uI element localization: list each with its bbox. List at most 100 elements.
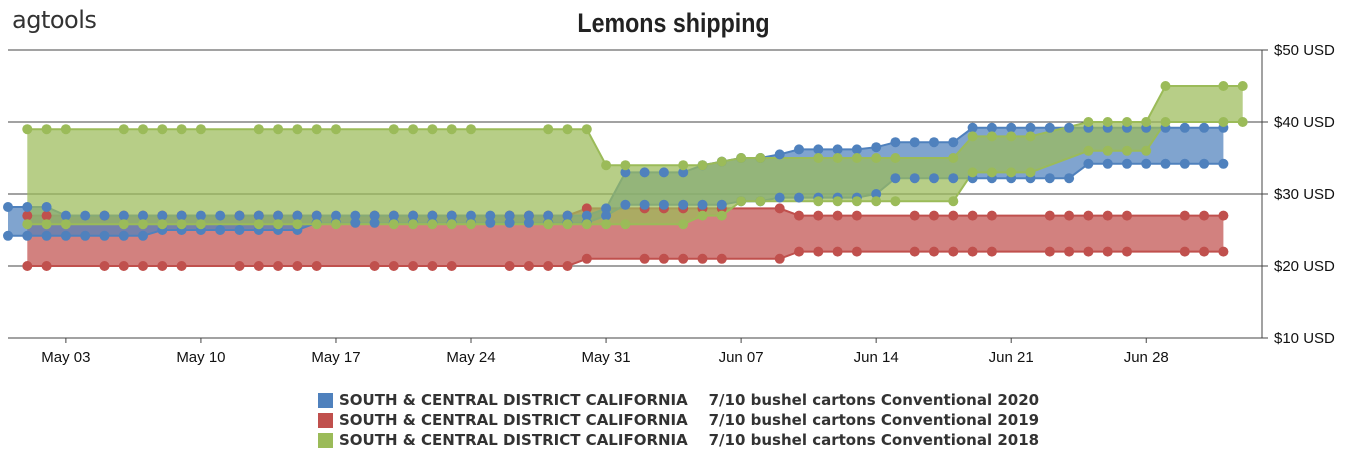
data-point: [813, 246, 824, 257]
data-point: [1102, 145, 1113, 156]
data-point: [832, 144, 843, 155]
x-tick-label: May 03: [41, 349, 90, 366]
data-point: [1218, 210, 1229, 221]
x-tick-label: May 31: [581, 349, 630, 366]
data-point: [678, 167, 689, 178]
data-point: [1179, 246, 1190, 257]
data-point: [99, 210, 110, 221]
x-tick-label: May 10: [176, 349, 225, 366]
data-point: [832, 246, 843, 257]
data-point: [813, 210, 824, 221]
data-point: [929, 173, 939, 184]
data-point: [1044, 246, 1055, 257]
data-point: [504, 217, 515, 228]
data-point: [1083, 117, 1094, 127]
legend-item-2019[interactable]: SOUTH & CENTRAL DISTRICT CALIFORNIA 7/10…: [318, 410, 1039, 430]
data-point: [427, 210, 438, 221]
data-point: [273, 219, 284, 230]
data-point: [1237, 117, 1248, 127]
data-point: [331, 219, 341, 230]
data-point: [369, 217, 380, 228]
data-point: [581, 203, 592, 214]
data-point: [388, 261, 399, 271]
chart-canvas: $10 USD $20 USD $30 USD $40 USD $50 USD May 0…: [3, 42, 1335, 366]
data-point: [369, 210, 380, 221]
data-point: [678, 253, 689, 264]
agtools-logo: agtools: [12, 6, 97, 34]
legend-item-2018[interactable]: SOUTH & CENTRAL DISTRICT CALIFORNIA 7/10…: [318, 430, 1039, 450]
data-point: [253, 219, 264, 230]
data-point: [157, 124, 168, 135]
data-point: [1025, 122, 1036, 133]
data-point: [41, 219, 52, 230]
y-tick-label: $40 USD: [1274, 114, 1335, 131]
data-point: [331, 210, 341, 221]
data-point: [1160, 81, 1171, 91]
data-point: [967, 167, 978, 178]
data-point: [273, 210, 284, 221]
data-point: [1025, 167, 1036, 178]
data-point: [273, 261, 284, 271]
data-point: [157, 261, 168, 271]
data-point: [253, 124, 264, 135]
legend-item-2020[interactable]: SOUTH & CENTRAL DISTRICT CALIFORNIA 7/10…: [318, 390, 1039, 410]
data-point: [446, 210, 457, 221]
data-point: [1006, 167, 1017, 178]
data-point: [1122, 246, 1132, 257]
data-point: [813, 153, 824, 163]
data-point: [871, 189, 882, 199]
data-point: [1237, 81, 1248, 91]
data-point: [678, 199, 689, 210]
data-point: [176, 219, 187, 230]
data-point: [1044, 122, 1055, 133]
data-point: [658, 167, 669, 178]
data-point: [118, 219, 129, 230]
data-point: [986, 167, 997, 178]
data-point: [408, 219, 419, 230]
legend-swatch-2019: [318, 412, 333, 428]
series-points: [3, 81, 1248, 271]
data-point: [176, 261, 187, 271]
data-point: [601, 203, 612, 214]
data-point: [1122, 117, 1132, 127]
data-point: [678, 219, 689, 230]
data-point: [1044, 210, 1055, 221]
data-point: [118, 230, 129, 241]
data-point: [1179, 122, 1190, 133]
data-point: [851, 153, 862, 163]
data-point: [1064, 173, 1075, 184]
data-point: [562, 219, 573, 230]
data-point: [408, 261, 419, 271]
data-point: [948, 173, 959, 184]
data-point: [485, 217, 496, 228]
data-point: [871, 196, 882, 207]
data-point: [60, 124, 71, 135]
data-point: [794, 192, 804, 203]
data-point: [292, 124, 303, 135]
data-point: [1064, 122, 1075, 133]
data-point: [1218, 246, 1229, 257]
data-point: [697, 210, 708, 221]
data-point: [292, 219, 303, 230]
data-point: [909, 246, 920, 257]
data-point: [1199, 122, 1210, 133]
data-point: [986, 210, 997, 221]
data-point: [851, 144, 862, 155]
data-point: [427, 261, 438, 271]
y-tick-label: $10 USD: [1274, 330, 1335, 347]
data-point: [1102, 117, 1113, 127]
data-point: [871, 153, 882, 163]
data-point: [118, 210, 129, 221]
data-point: [716, 156, 727, 167]
y-tick-label: $30 USD: [1274, 186, 1335, 203]
data-point: [716, 210, 727, 221]
x-tick-label: Jun 07: [719, 349, 764, 366]
legend-label-2018: SOUTH & CENTRAL DISTRICT CALIFORNIA 7/10…: [339, 431, 1040, 449]
data-point: [967, 131, 978, 142]
data-point: [504, 261, 515, 271]
data-point: [118, 124, 129, 135]
data-point: [369, 261, 380, 271]
data-point: [1083, 210, 1094, 221]
data-point: [967, 122, 978, 133]
x-tick-label: May 17: [311, 349, 360, 366]
